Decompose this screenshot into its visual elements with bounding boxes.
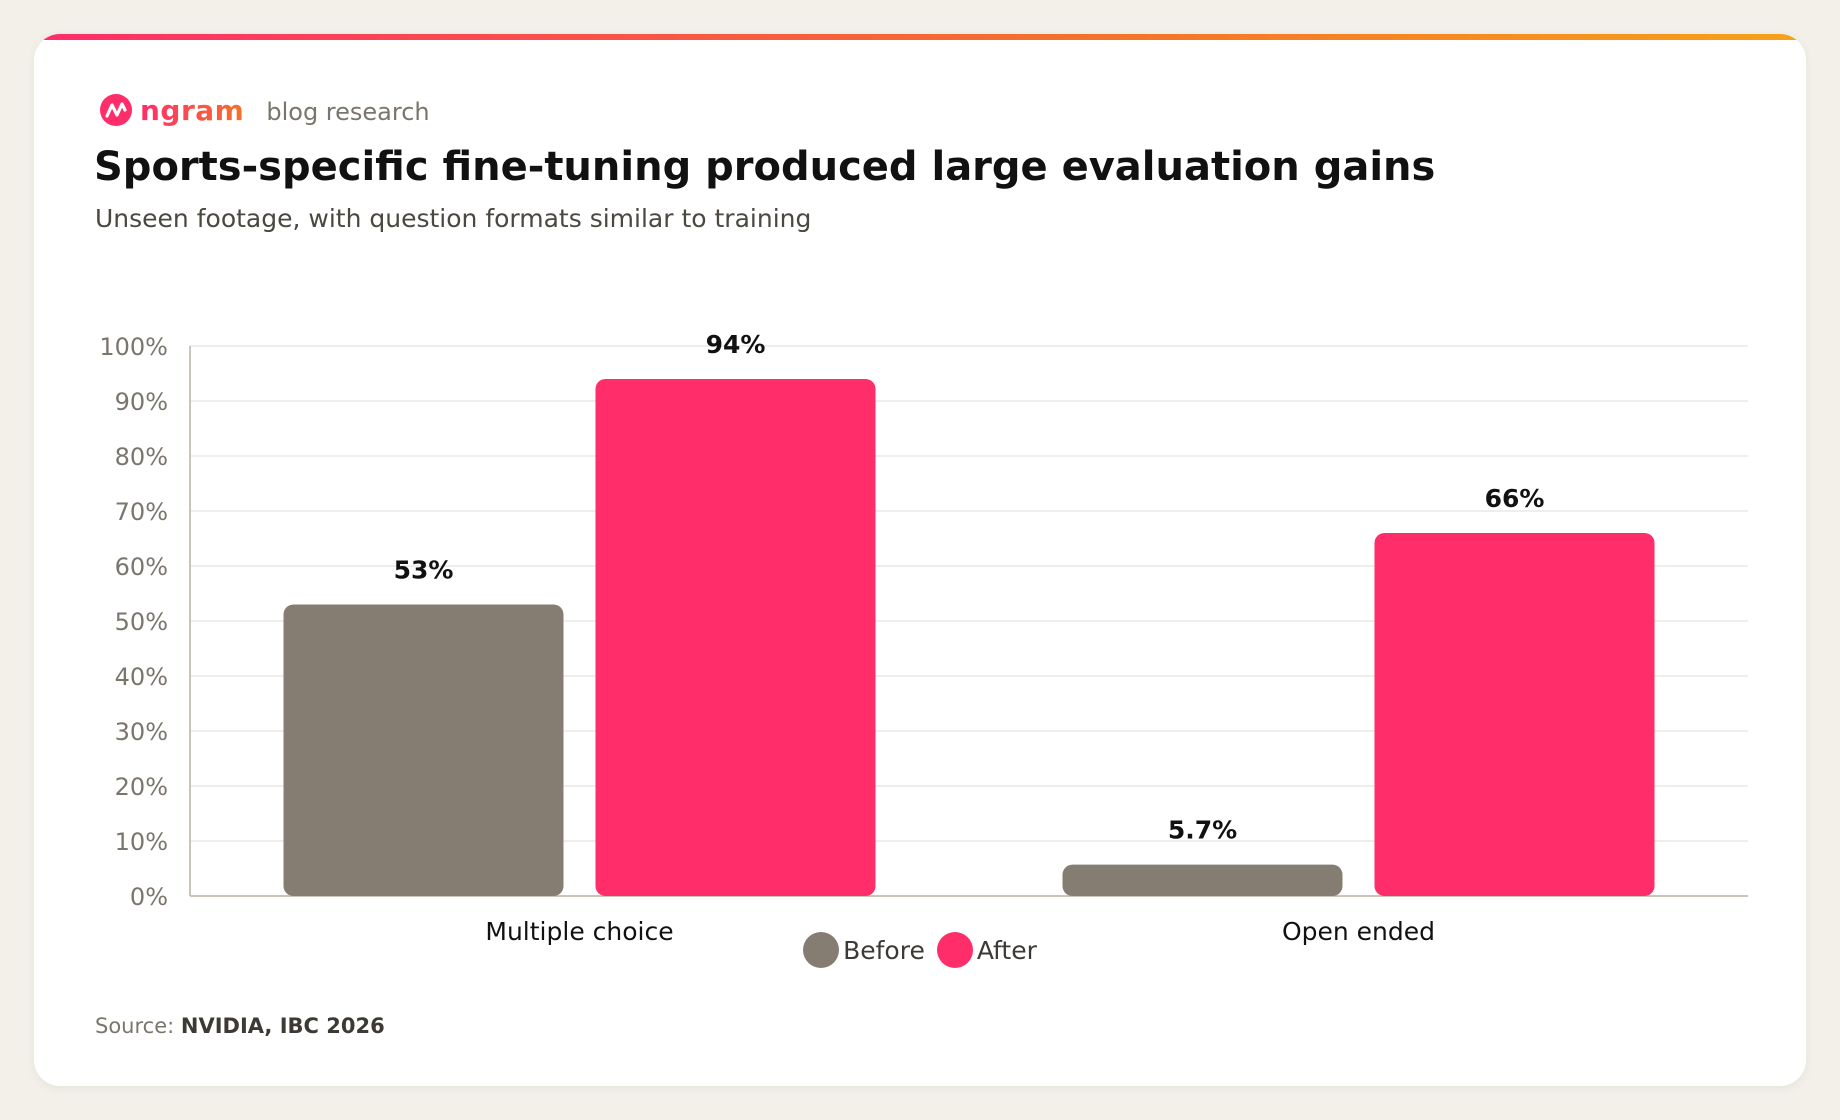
y-tick-label: 100% — [99, 333, 168, 361]
logo-wordmark: ngram — [140, 93, 245, 127]
y-axis-ticks: 0% 10% 20% 30% 40% 50% 60% 70% 80% 90% 100% — [99, 333, 168, 911]
data-label: 66% — [1485, 484, 1545, 513]
data-label: 5.7% — [1168, 816, 1237, 845]
legend-swatch-before — [803, 932, 840, 968]
y-tick-label: 30% — [115, 718, 168, 746]
ngram-logo-icon — [100, 94, 132, 126]
x-category-label: Open ended — [1282, 917, 1435, 946]
legend-item-after[interactable]: After — [936, 932, 1037, 968]
y-tick-label: 70% — [115, 498, 168, 526]
y-tick-label: 10% — [115, 828, 168, 856]
source-value: NVIDIA, IBC 2026 — [180, 1014, 385, 1038]
source-prefix: Source: — [95, 1014, 175, 1038]
bar-before-1[interactable] — [283, 604, 564, 897]
y-tick-label: 0% — [130, 883, 168, 911]
legend-label-before: Before — [843, 935, 925, 965]
data-label: 94% — [706, 330, 766, 359]
y-tick-label: 80% — [115, 443, 168, 471]
legend-swatch-after — [936, 932, 973, 968]
brand-row: ngram blog research — [100, 90, 430, 130]
accent-bar — [34, 34, 1806, 40]
y-tick-label: 50% — [115, 608, 168, 636]
x-axis-labels: Multiple choice Open ended — [485, 917, 1435, 946]
chart-subtitle: Unseen footage, with question formats si… — [95, 204, 812, 233]
bar-after-2[interactable] — [1374, 533, 1655, 896]
source-note: Source: NVIDIA, IBC 2026 — [95, 1014, 385, 1038]
y-tick-label: 40% — [115, 663, 168, 691]
data-labels: 53% 94% 5.7% 66% — [394, 330, 1545, 845]
chart-title: Sports-specific fine-tuning produced lar… — [94, 144, 1436, 190]
x-category-label: Multiple choice — [485, 917, 673, 946]
data-label: 53% — [394, 556, 454, 585]
legend: Before After — [34, 932, 1806, 968]
section-label: blog research — [266, 98, 430, 126]
y-tick-label: 90% — [115, 388, 168, 416]
legend-item-before[interactable]: Before — [803, 932, 925, 968]
y-tick-label: 20% — [115, 773, 168, 801]
chart-card: ngram blog research Sports-specific fine… — [34, 34, 1806, 1086]
bar-after-1[interactable] — [595, 379, 876, 896]
y-tick-label: 60% — [115, 553, 168, 581]
legend-label-after: After — [976, 935, 1037, 965]
bar-chart: 0% 10% 20% 30% 40% 50% 60% 70% 80% 90% 100% 53% 94%… — [99, 330, 1748, 946]
bars — [283, 379, 1655, 897]
bar-before-2[interactable] — [1062, 864, 1343, 896]
